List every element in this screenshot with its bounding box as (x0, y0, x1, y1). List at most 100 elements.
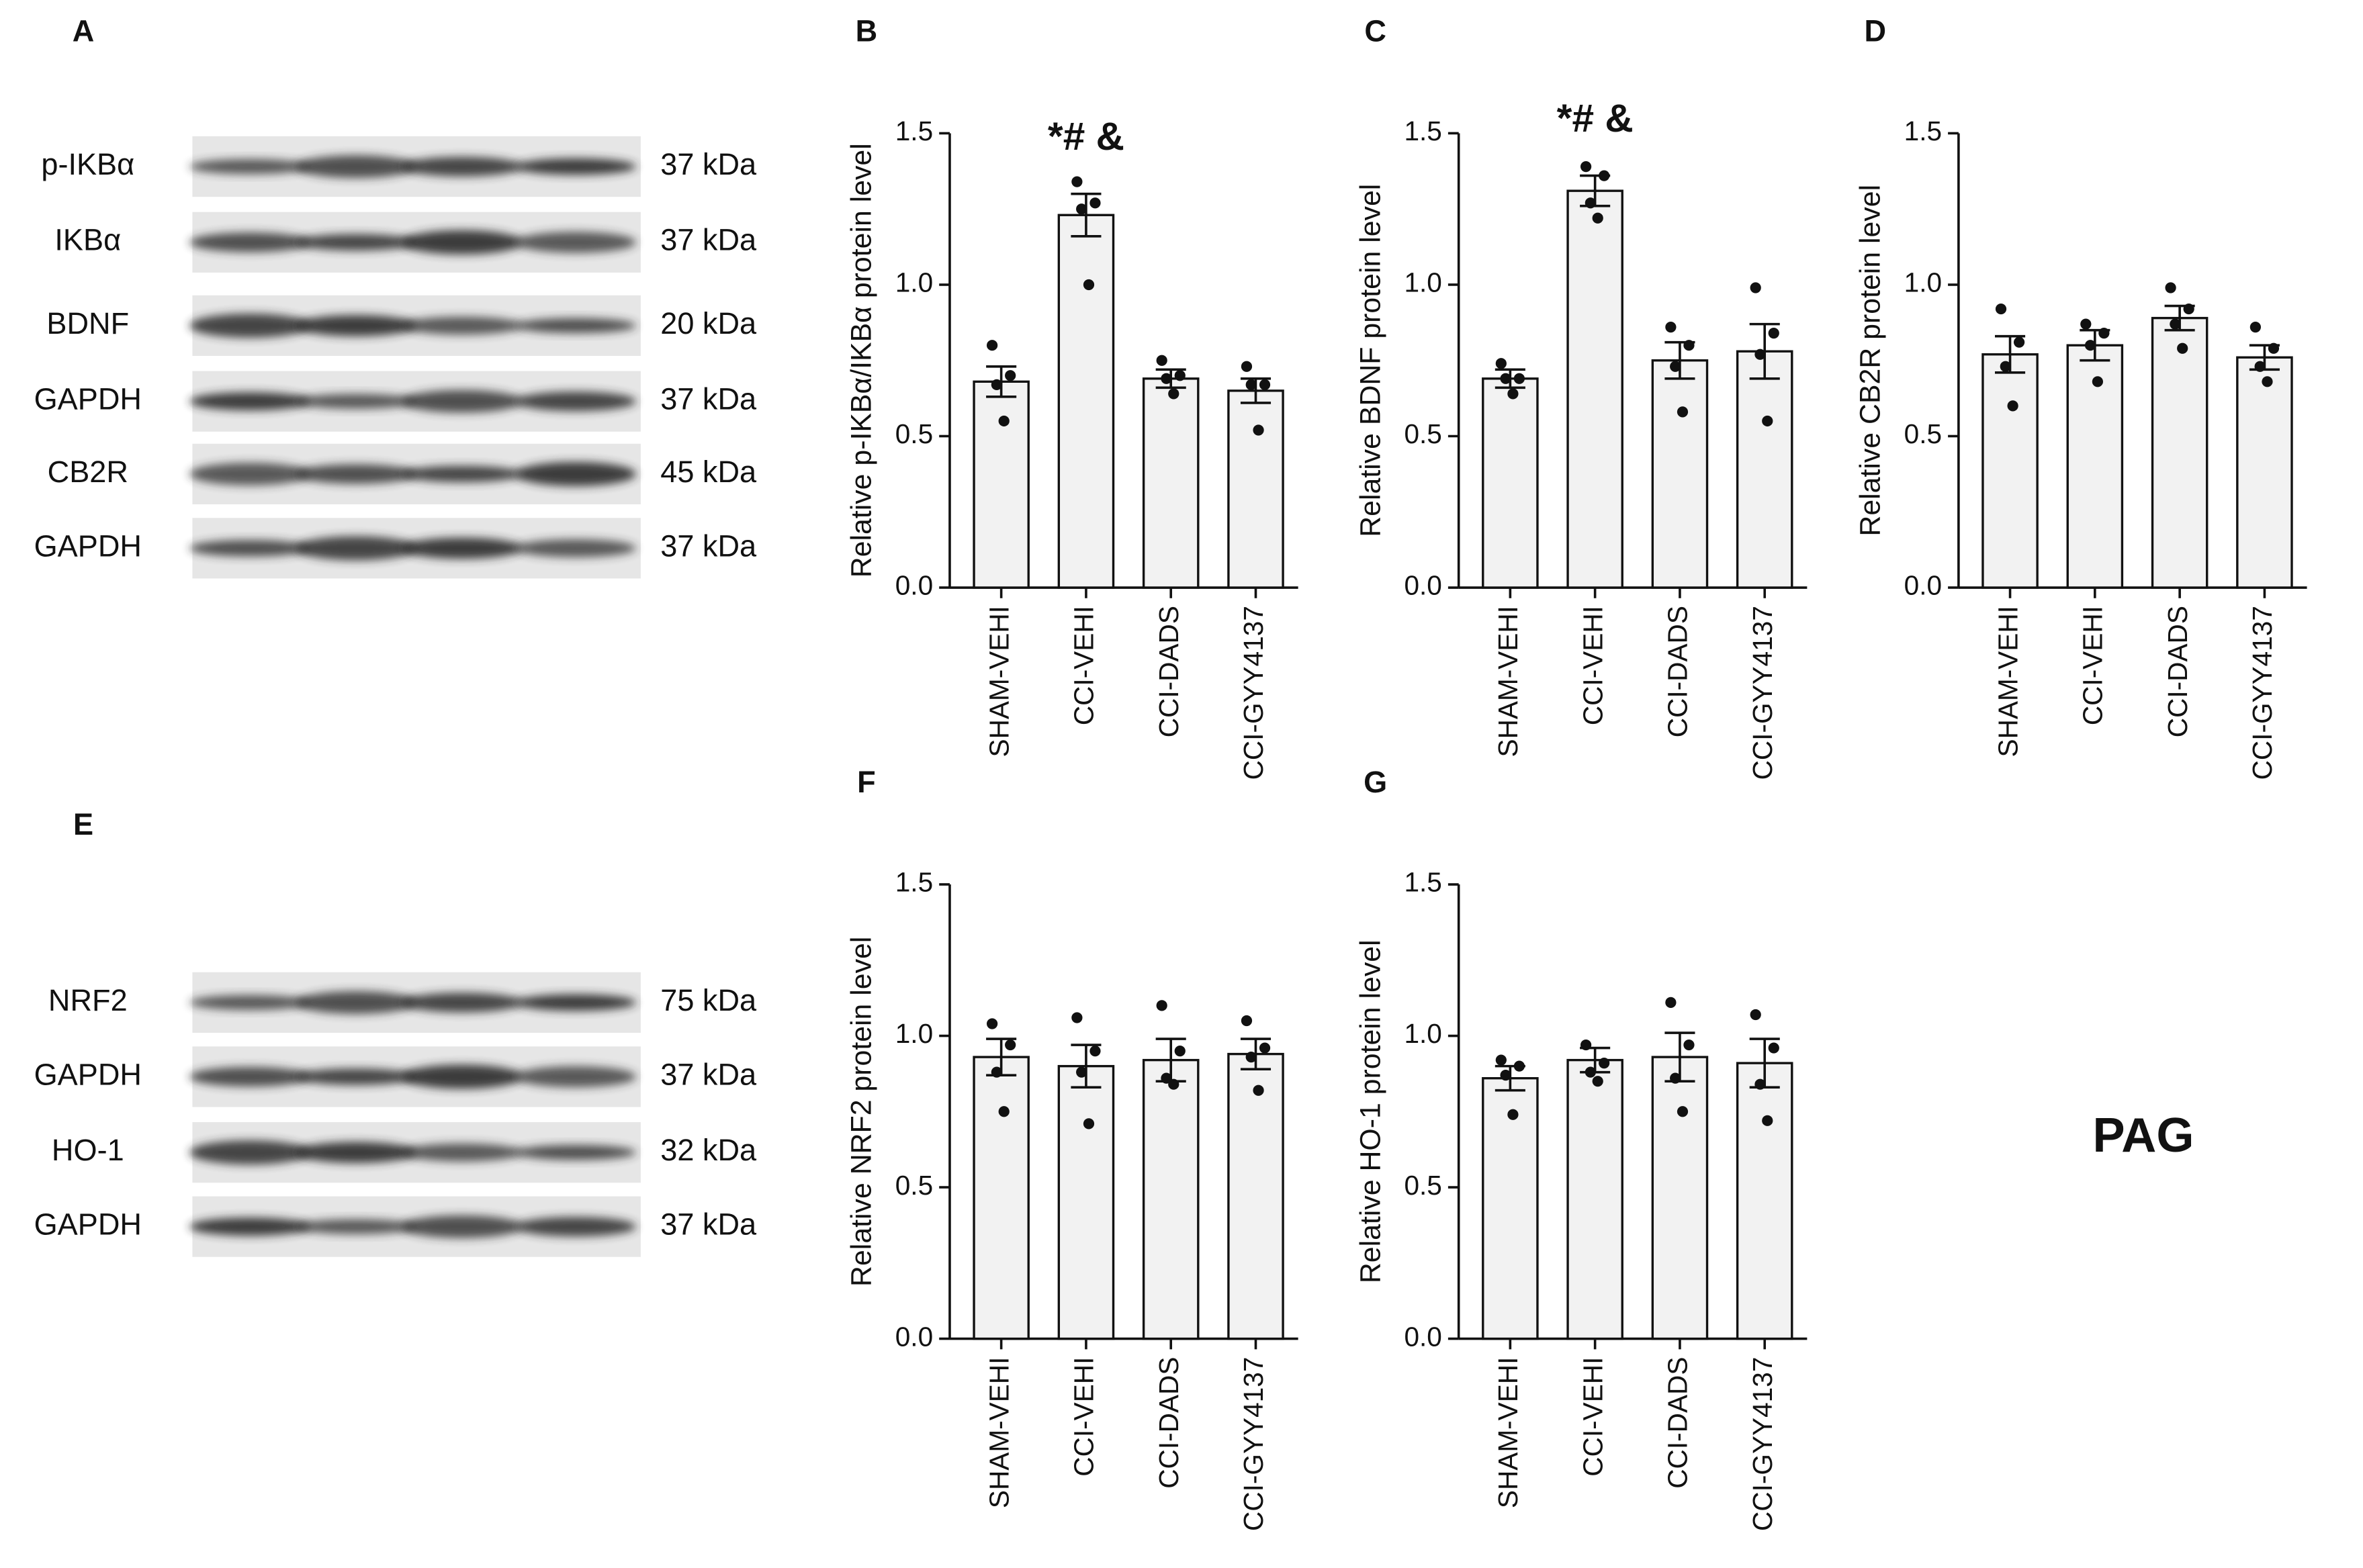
bar (1651, 1056, 1709, 1340)
bar (973, 1056, 1030, 1340)
data-point (1495, 358, 1507, 369)
blot-band (189, 539, 311, 557)
protein-label: GAPDH (34, 1057, 142, 1091)
y-axis-label: Relative BDNF protein level (1354, 184, 1386, 537)
data-point (1253, 1085, 1264, 1096)
blot-band (515, 1144, 637, 1160)
data-point (1677, 1106, 1689, 1117)
error-bar (1749, 322, 1780, 380)
data-point (1168, 388, 1179, 400)
x-tick-label: CCI-DADS (1153, 606, 1184, 737)
blot-band (401, 1064, 523, 1089)
x-tick-label: CCI-VEHI (1069, 1357, 1100, 1477)
bar (1142, 377, 1200, 589)
data-point (1670, 361, 1681, 372)
blot-band (295, 234, 417, 251)
data-point (1665, 322, 1677, 333)
x-tick-label: CCI-GYY4137 (2247, 606, 2278, 780)
y-axis-label: Relative CB2R protein level (1855, 185, 1887, 537)
data-point (1071, 1012, 1083, 1023)
y-tick-label: 1.5 (1904, 116, 1942, 146)
data-point (1592, 1076, 1603, 1087)
protein-label: HO-1 (52, 1133, 124, 1167)
data-point (2000, 361, 2011, 372)
blot-strip (189, 443, 641, 504)
data-point (1750, 1009, 1761, 1021)
panel-label: A (73, 14, 95, 48)
error-bar (1240, 1037, 1272, 1070)
panel-label: F (857, 765, 876, 799)
blot-strip (189, 1122, 641, 1183)
y-tick-label: 1.0 (1404, 1018, 1441, 1049)
data-point (1253, 424, 1264, 436)
blot-band (515, 994, 637, 1011)
data-point (1005, 1039, 1016, 1051)
data-point (2170, 318, 2181, 330)
y-tick-label: 1.0 (895, 267, 933, 298)
y-tick-label: 0.0 (895, 570, 933, 601)
data-point (1750, 282, 1761, 293)
blot-band (401, 230, 523, 255)
data-point (1241, 1015, 1253, 1027)
data-point (986, 340, 998, 351)
data-point (1168, 1078, 1179, 1090)
y-axis-label: Relative HO-1 protein level (1354, 939, 1386, 1283)
data-point (1762, 1115, 1773, 1126)
x-tick-label: SHAM-VEHI (983, 606, 1014, 757)
blot-band (295, 536, 417, 561)
data-point (1580, 160, 1592, 173)
blot-band (515, 391, 637, 412)
blot-band (295, 1068, 417, 1085)
data-point (1174, 1045, 1186, 1057)
data-point (998, 415, 1010, 427)
blot-band (401, 316, 523, 335)
data-point (2092, 376, 2104, 387)
blot-band (401, 465, 523, 483)
y-tick-label: 0.5 (1404, 418, 1441, 449)
y-tick-label: 0.5 (895, 418, 933, 449)
y-tick-label: 1.0 (1904, 267, 1942, 298)
blot-strip (189, 518, 641, 579)
data-point (1513, 1060, 1525, 1072)
blot-strip (189, 1196, 641, 1257)
size-label: 20 kDa (660, 306, 757, 340)
x-tick-label: SHAM-VEHI (1492, 606, 1523, 757)
blot-band (189, 462, 311, 486)
data-point (2262, 376, 2273, 387)
data-point (1513, 373, 1525, 384)
y-tick-label: 1.5 (895, 867, 933, 898)
blot-band (189, 392, 311, 411)
y-tick-label: 0.5 (1404, 1170, 1441, 1201)
data-point (2249, 322, 2262, 333)
data-point (1592, 212, 1603, 224)
y-tick-label: 0.0 (895, 1321, 933, 1352)
bar (2151, 316, 2209, 589)
panel-label: D (1865, 14, 1887, 48)
data-point (1599, 1058, 1610, 1069)
error-bar (1664, 1031, 1695, 1082)
data-point (1161, 1072, 1172, 1084)
blot-band (515, 232, 637, 253)
blot-band (189, 1217, 311, 1236)
data-point (1245, 379, 1257, 390)
protein-label: IKBα (54, 223, 121, 257)
data-point (1683, 340, 1695, 351)
blot-band (189, 313, 311, 338)
bar (1057, 1064, 1115, 1340)
blot-band (401, 1143, 523, 1162)
blot-band (189, 158, 311, 175)
bar (1981, 353, 2039, 589)
data-point (1005, 370, 1016, 381)
data-point (2183, 303, 2194, 315)
data-point (1768, 1042, 1779, 1054)
data-point (1259, 1042, 1271, 1054)
data-point (1089, 1045, 1101, 1057)
blot-band (295, 991, 417, 1014)
x-tick-label: CCI-GYY4137 (1747, 1357, 1778, 1531)
data-point (1995, 303, 2007, 315)
size-label: 37 kDa (660, 382, 757, 416)
error-bar (986, 1037, 1017, 1076)
bar (1482, 377, 1539, 589)
x-tick-label: CCI-DADS (1662, 1357, 1693, 1489)
